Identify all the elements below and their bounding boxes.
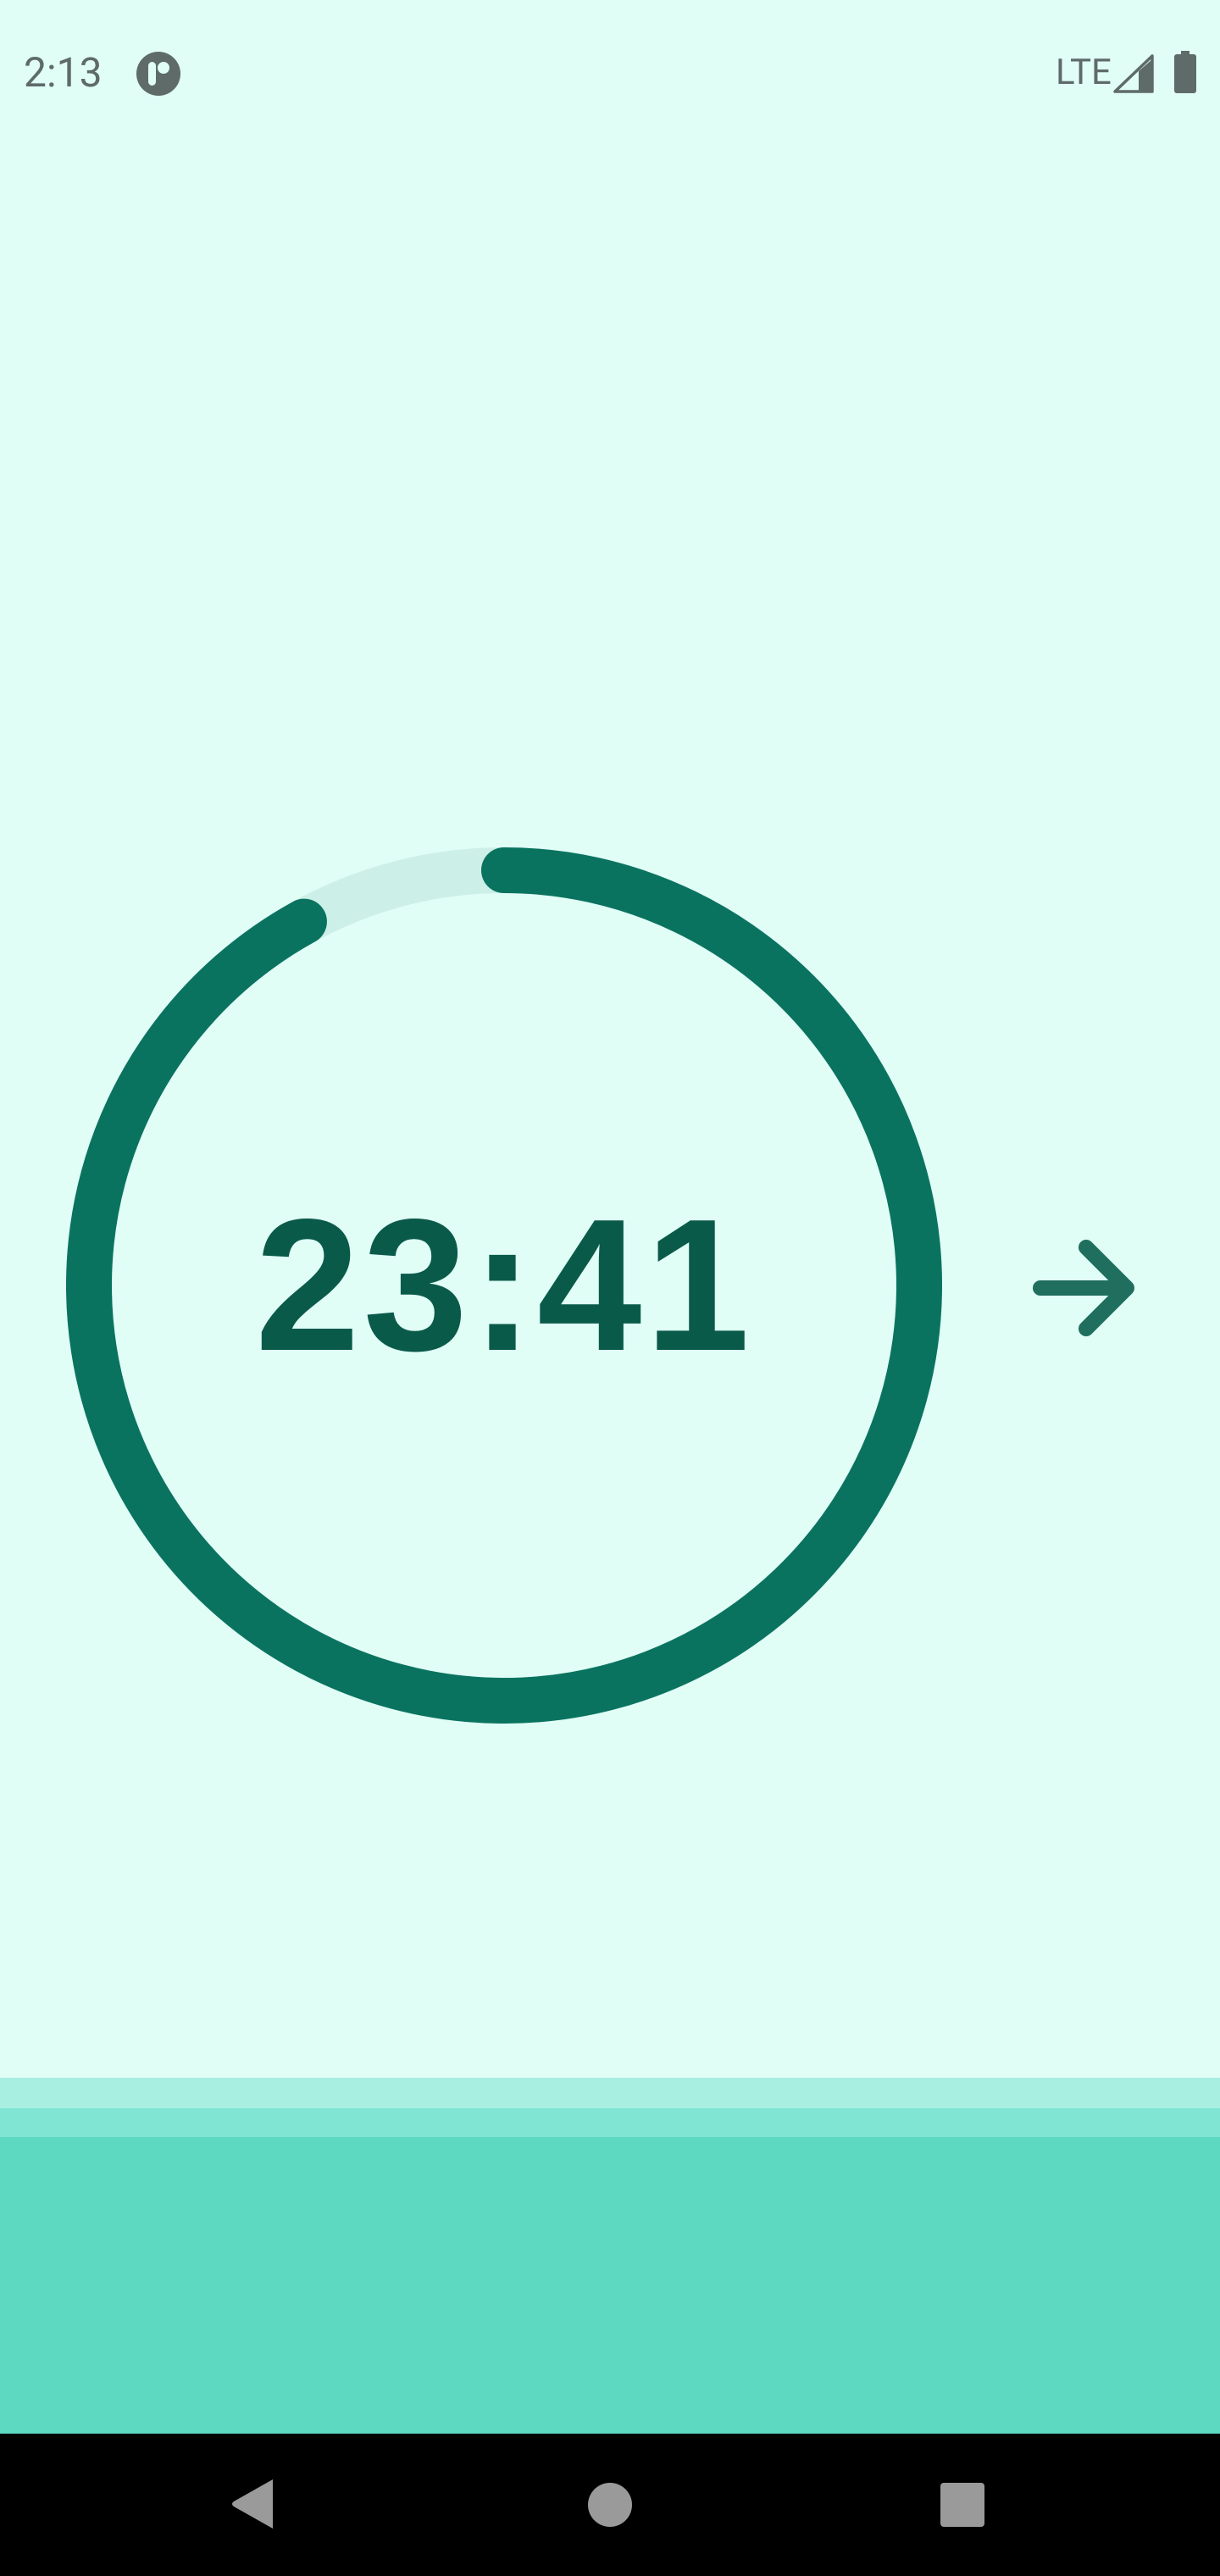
recents-icon[interactable] xyxy=(939,2481,986,2529)
timer-progress-ring xyxy=(66,847,942,1724)
home-icon[interactable] xyxy=(586,2481,634,2529)
status-time: 2:13 xyxy=(24,48,103,97)
back-icon[interactable] xyxy=(229,2474,280,2534)
next-button[interactable] xyxy=(1017,1220,1152,1356)
battery-icon xyxy=(1174,51,1196,93)
bottom-band-light xyxy=(0,2078,1220,2108)
status-bar: 2:13 LTE xyxy=(0,0,1220,144)
bottom-band-mid xyxy=(0,2108,1220,2137)
arrow-right-icon xyxy=(1033,1240,1134,1336)
timer-progress-arc xyxy=(66,847,942,1724)
bottom-panel xyxy=(0,2137,1220,2434)
app-notification-icon xyxy=(136,52,180,96)
status-network-label: LTE xyxy=(1056,52,1112,93)
timer-display: 23:41 xyxy=(255,1180,753,1391)
signal-icon xyxy=(1113,54,1154,93)
